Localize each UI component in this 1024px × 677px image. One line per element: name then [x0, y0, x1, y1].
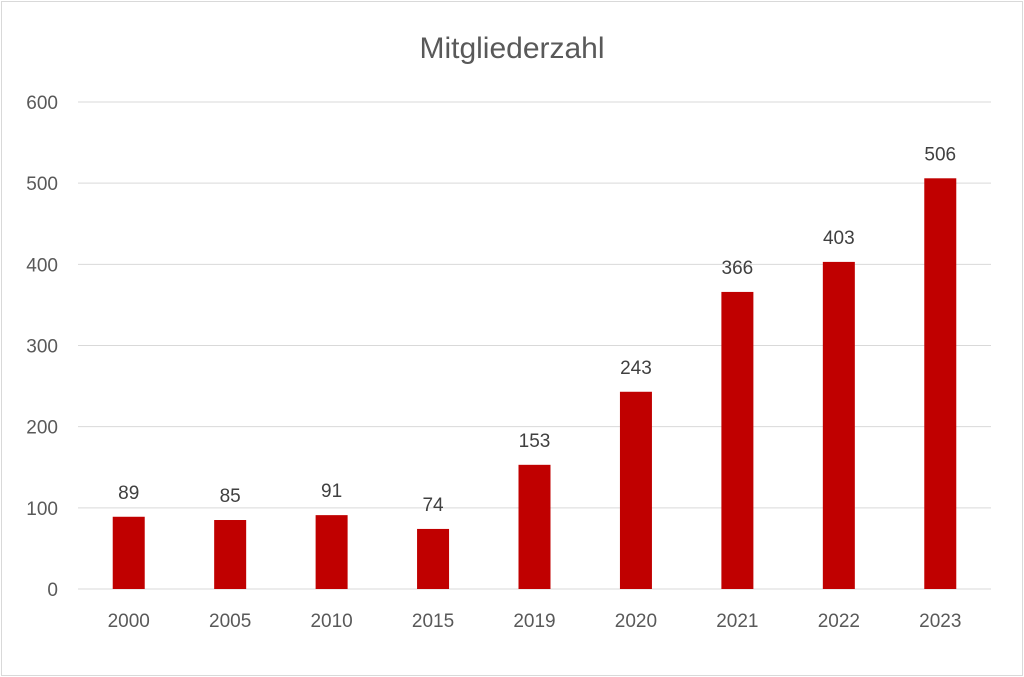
data-label: 506 [924, 144, 956, 165]
data-labels: 89 85 91 74 153 243 366 403 506 [118, 144, 956, 516]
x-tick-label: 2020 [615, 611, 657, 632]
y-tick-label: 0 [47, 580, 58, 601]
x-tick-label: 2015 [412, 611, 454, 632]
x-tick-label: 2021 [716, 611, 758, 632]
x-tick-label: 2010 [310, 611, 352, 632]
bar [112, 516, 145, 589]
y-tick-label: 400 [26, 255, 58, 276]
data-label: 366 [722, 258, 754, 279]
data-label: 153 [519, 431, 551, 452]
chart-title: Mitgliederzahl [419, 32, 604, 65]
data-label: 91 [321, 481, 342, 502]
data-label: 85 [220, 486, 241, 507]
y-tick-label: 300 [26, 337, 58, 358]
bar [315, 515, 348, 589]
x-tick-label: 2019 [513, 611, 555, 632]
x-tick-label: 2022 [818, 611, 860, 632]
bar [924, 178, 957, 589]
data-label: 74 [422, 495, 444, 516]
data-label: 403 [823, 228, 855, 249]
bar [417, 528, 450, 589]
bar [822, 261, 855, 589]
y-tick-label: 200 [26, 418, 58, 439]
bar [721, 291, 754, 589]
y-tick-label: 100 [26, 499, 58, 520]
data-label: 89 [118, 483, 139, 504]
x-tick-label: 2005 [209, 611, 251, 632]
y-tick-label: 500 [26, 174, 58, 195]
bar [619, 391, 652, 589]
data-label: 243 [620, 358, 652, 379]
y-axis-tick-labels: 0 100 200 300 400 500 600 [26, 93, 58, 601]
bar [214, 520, 247, 589]
x-tick-label: 2000 [108, 611, 150, 632]
bars [112, 178, 957, 589]
y-tick-label: 600 [26, 93, 58, 114]
x-tick-label: 2023 [919, 611, 961, 632]
x-axis-tick-labels: 2000 2005 2010 2015 2019 2020 2021 2022 2023 [108, 611, 962, 632]
bar [518, 464, 551, 589]
gridlines [78, 101, 991, 590]
